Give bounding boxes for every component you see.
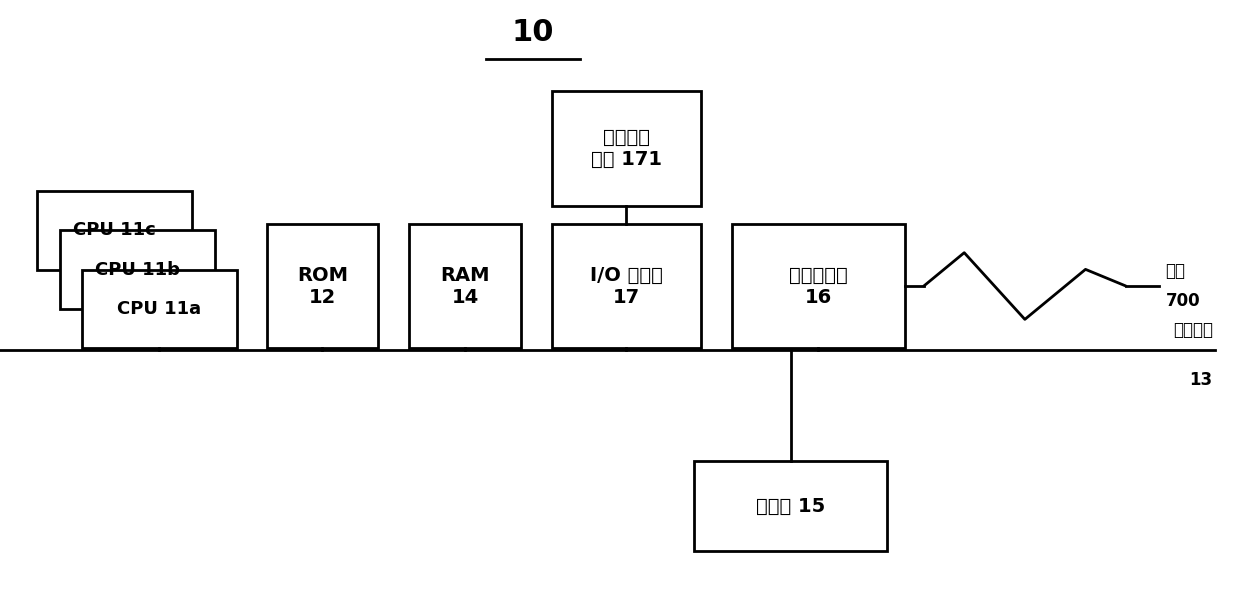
- Text: RAM
14: RAM 14: [440, 266, 490, 307]
- Text: CPU 11a: CPU 11a: [118, 300, 201, 318]
- Bar: [267, 224, 378, 348]
- Bar: [60, 230, 215, 309]
- Bar: [409, 224, 521, 348]
- Bar: [552, 224, 701, 348]
- Text: ROM
12: ROM 12: [296, 266, 348, 307]
- Text: 13: 13: [1189, 371, 1213, 390]
- Bar: [694, 461, 887, 551]
- Text: I/O 适配器
17: I/O 适配器 17: [590, 266, 662, 307]
- Bar: [552, 91, 701, 206]
- Text: CPU 11c: CPU 11c: [73, 221, 156, 239]
- Text: 10: 10: [512, 18, 554, 47]
- Bar: [732, 224, 905, 348]
- Text: 网络: 网络: [1166, 262, 1185, 280]
- Text: 700: 700: [1166, 292, 1200, 310]
- Text: 语音输入
部件 171: 语音输入 部件 171: [590, 128, 662, 169]
- Text: 通信适配器
16: 通信适配器 16: [789, 266, 848, 307]
- Text: 显示器 15: 显示器 15: [756, 496, 825, 516]
- Text: CPU 11b: CPU 11b: [94, 261, 180, 279]
- Bar: [37, 191, 192, 270]
- Bar: [82, 270, 237, 348]
- Text: 系统总线: 系统总线: [1173, 321, 1213, 339]
